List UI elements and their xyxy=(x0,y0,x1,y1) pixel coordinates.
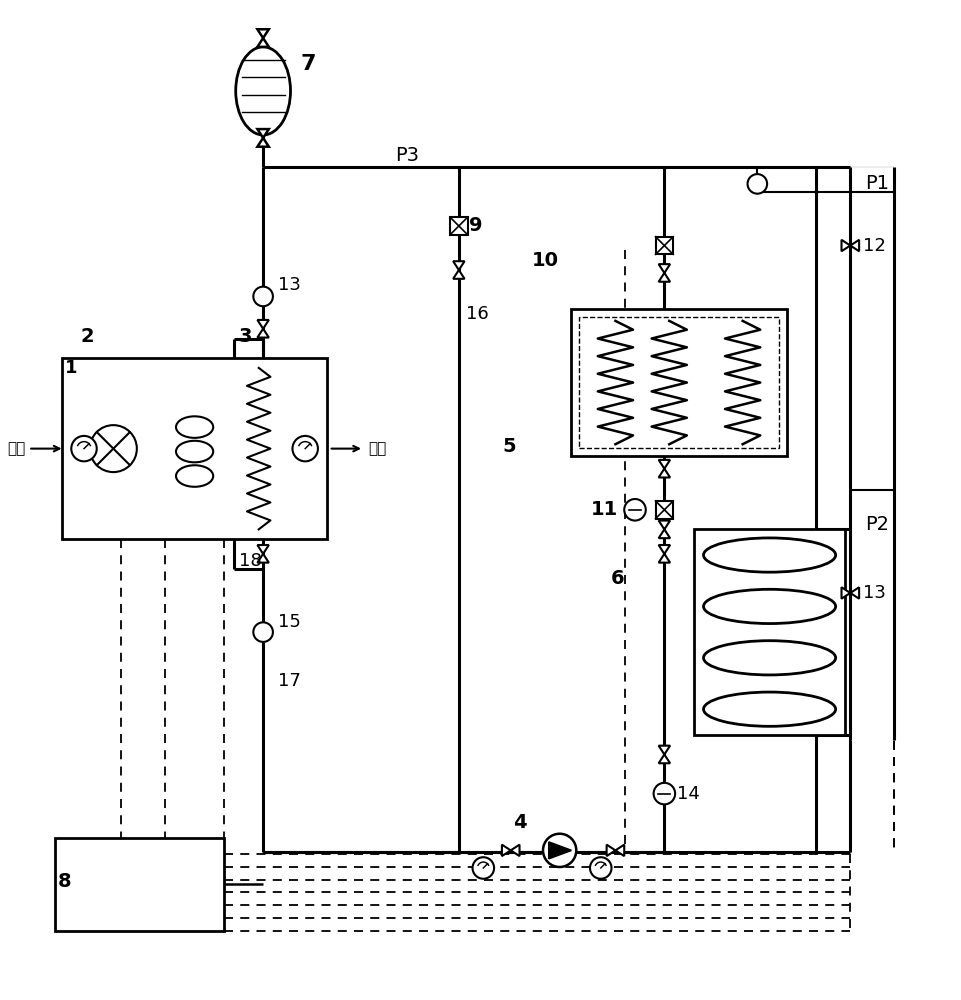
Text: P2: P2 xyxy=(865,515,889,534)
Text: 2: 2 xyxy=(80,327,94,346)
Polygon shape xyxy=(454,270,464,279)
Polygon shape xyxy=(454,261,464,270)
Polygon shape xyxy=(658,460,670,469)
Polygon shape xyxy=(258,138,269,147)
Text: 4: 4 xyxy=(512,813,527,832)
Ellipse shape xyxy=(235,47,290,135)
Bar xyxy=(655,237,673,254)
Polygon shape xyxy=(258,554,269,563)
Text: 回风: 回风 xyxy=(7,441,25,456)
Circle shape xyxy=(254,622,273,642)
Text: 6: 6 xyxy=(610,569,624,588)
Circle shape xyxy=(292,436,318,461)
Text: 16: 16 xyxy=(466,305,488,323)
Text: 11: 11 xyxy=(591,500,618,519)
Text: 7: 7 xyxy=(300,54,316,74)
Bar xyxy=(579,317,778,448)
Polygon shape xyxy=(258,38,269,47)
Text: P3: P3 xyxy=(395,146,419,165)
Circle shape xyxy=(543,834,577,867)
Polygon shape xyxy=(658,469,670,477)
Circle shape xyxy=(71,436,97,461)
Polygon shape xyxy=(658,273,670,282)
Text: 13: 13 xyxy=(863,584,886,602)
Polygon shape xyxy=(658,545,670,554)
Polygon shape xyxy=(510,845,520,856)
Text: 13: 13 xyxy=(278,276,301,294)
Text: 10: 10 xyxy=(532,251,559,270)
Polygon shape xyxy=(850,587,859,599)
Polygon shape xyxy=(842,587,850,599)
Polygon shape xyxy=(549,842,571,859)
Text: 送风: 送风 xyxy=(368,441,386,456)
Bar xyxy=(55,838,224,931)
Polygon shape xyxy=(850,240,859,251)
Text: 9: 9 xyxy=(469,216,482,235)
Circle shape xyxy=(748,174,767,194)
Bar xyxy=(694,529,846,735)
Polygon shape xyxy=(258,320,269,329)
Polygon shape xyxy=(258,329,269,338)
Polygon shape xyxy=(502,845,510,856)
Bar xyxy=(572,309,787,456)
Text: 14: 14 xyxy=(678,785,700,803)
Bar xyxy=(450,217,468,235)
Polygon shape xyxy=(606,845,615,856)
Polygon shape xyxy=(258,129,269,138)
Circle shape xyxy=(625,499,646,521)
Polygon shape xyxy=(258,29,269,38)
Polygon shape xyxy=(658,746,670,754)
Polygon shape xyxy=(658,264,670,273)
Polygon shape xyxy=(258,545,269,554)
Polygon shape xyxy=(658,529,670,538)
Text: 18: 18 xyxy=(239,552,262,570)
Text: 3: 3 xyxy=(239,327,253,346)
Text: 1: 1 xyxy=(65,359,78,377)
Circle shape xyxy=(90,425,136,472)
Text: 5: 5 xyxy=(503,437,516,456)
Polygon shape xyxy=(658,554,670,563)
Bar xyxy=(62,358,327,539)
Polygon shape xyxy=(658,521,670,529)
Polygon shape xyxy=(842,240,850,251)
Circle shape xyxy=(590,857,611,879)
Text: 15: 15 xyxy=(278,613,301,631)
Circle shape xyxy=(473,857,494,879)
Text: 17: 17 xyxy=(278,672,301,690)
Bar xyxy=(655,501,673,519)
Polygon shape xyxy=(658,754,670,763)
Text: 8: 8 xyxy=(58,872,71,891)
Text: 12: 12 xyxy=(863,237,886,255)
Polygon shape xyxy=(615,845,625,856)
Text: P1: P1 xyxy=(865,174,889,193)
Circle shape xyxy=(254,287,273,306)
Circle shape xyxy=(653,783,676,804)
